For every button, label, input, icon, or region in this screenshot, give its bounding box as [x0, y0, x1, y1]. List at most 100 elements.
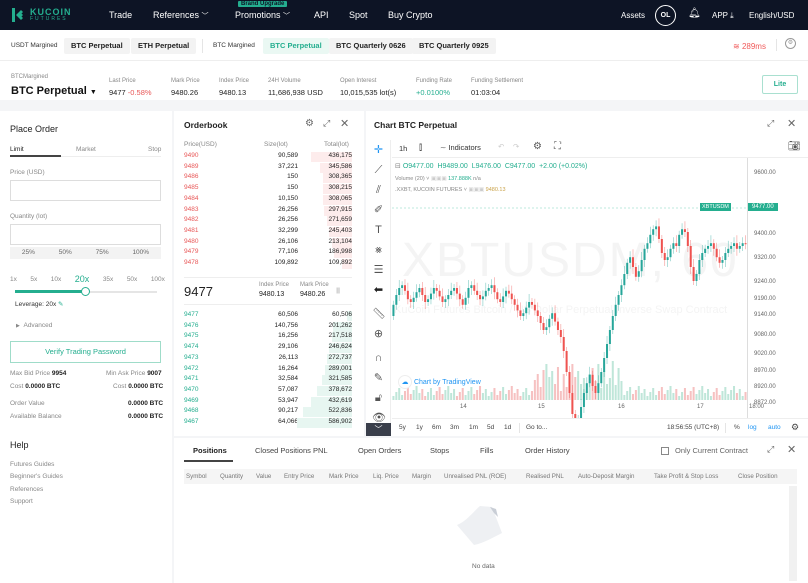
bid-row[interactable]: 9476 140,756 201,262 — [184, 321, 352, 333]
candle-type-icon[interactable]: ⫾ — [419, 142, 423, 153]
leverage-35x[interactable]: 35x — [102, 275, 114, 283]
ask-row[interactable]: 9481 32,299 245,403 — [184, 226, 352, 238]
nav-buy-crypto[interactable]: Buy Crypto — [388, 10, 433, 20]
only-current-contract-checkbox[interactable] — [661, 447, 669, 455]
expand-icon[interactable]: ⤢ — [767, 444, 775, 454]
bid-row[interactable]: 9475 16,256 217,518 — [184, 332, 352, 343]
tab-stops[interactable]: Stops — [430, 446, 450, 455]
leverage-10x[interactable]: 10x — [50, 275, 62, 283]
magnet-icon[interactable]: ∩ — [374, 352, 383, 364]
ask-row[interactable]: 9478 109,892 109,892 — [184, 259, 352, 270]
axis-settings-icon[interactable]: ⚙ — [791, 422, 800, 432]
redo-icon[interactable]: ↷ — [513, 142, 520, 151]
edit-icon[interactable]: ✎ — [58, 301, 64, 308]
verify-trading-password-button[interactable]: Verify Trading Password — [10, 341, 161, 363]
range-5y[interactable]: 5y — [399, 424, 406, 431]
only-current-contract-label[interactable]: Only Current Contract — [675, 446, 748, 455]
tab-stop[interactable]: Stop — [148, 146, 162, 153]
help-link-references[interactable]: References — [10, 486, 44, 493]
leverage-20x[interactable]: 20x — [74, 274, 90, 284]
fib-icon[interactable]: ⫽ — [376, 184, 381, 196]
leverage-5x[interactable]: 5x — [30, 275, 38, 283]
expand-icon[interactable]: ⤢ — [767, 118, 775, 128]
camera-icon[interactable]: 📷︎ — [788, 141, 801, 152]
tab-btc-perpetual[interactable]: BTC Perpetual — [263, 38, 329, 54]
bid-row[interactable]: 9468 90,217 522,836 — [184, 407, 352, 418]
price-axis[interactable]: 9600.009500.009400.009320.009240.009190.… — [747, 158, 808, 418]
text-icon[interactable]: T — [375, 224, 382, 236]
unlock-icon[interactable]: 🔓︎ — [374, 392, 383, 404]
nav-assets[interactable]: Assets — [621, 11, 646, 20]
ask-row[interactable]: 9484 10,150 308,065 — [184, 194, 352, 206]
ruler-icon[interactable]: 📏︎ — [372, 308, 386, 320]
help-link-beginners-guides[interactable]: Beginner's Guides — [10, 473, 63, 480]
nav-references[interactable]: References ﹀ — [153, 10, 209, 21]
volume-legend-label[interactable]: Volume (20) — [395, 176, 425, 182]
price-input[interactable] — [10, 180, 161, 201]
range-5d[interactable]: 5d — [487, 424, 495, 431]
pattern-icon[interactable]: ⨳ — [375, 244, 382, 256]
help-link-support[interactable]: Support — [10, 498, 33, 505]
close-icon[interactable]: ✕ — [787, 444, 797, 456]
nav-app[interactable]: APP ⤓ — [712, 11, 734, 21]
chart-settings-icon[interactable]: ⚙ — [533, 141, 542, 152]
ask-row[interactable]: 9486 150 308,365 — [184, 173, 352, 184]
ask-row[interactable]: 9482 26,256 271,659 — [184, 216, 352, 227]
tab-open-orders[interactable]: Open Orders — [358, 446, 402, 455]
nav-api[interactable]: API — [314, 10, 329, 20]
log-scale-toggle[interactable]: log — [748, 424, 757, 431]
close-icon[interactable]: ✕ — [787, 118, 797, 130]
auto-scale-toggle[interactable]: auto — [768, 424, 781, 431]
undo-icon[interactable]: ↶ — [498, 142, 505, 151]
indicators-button[interactable]: ∼ Indicators — [440, 143, 481, 152]
table-scrollbar[interactable] — [789, 486, 797, 581]
ask-row[interactable]: 9490 90,589 436,175 — [184, 152, 352, 163]
brush-icon[interactable]: ✐ — [373, 204, 384, 216]
bell-icon[interactable]: 🔔︎ — [688, 8, 701, 19]
range-1d[interactable]: 1d — [504, 424, 512, 431]
leverage-slider-handle[interactable] — [81, 287, 90, 296]
pct-25-button[interactable]: 25% — [21, 249, 35, 256]
index-legend-label[interactable]: .XXBT, KUCOIN FUTURES — [395, 187, 463, 193]
settings-icon[interactable]: ⚙ — [785, 38, 796, 49]
pct-50-button[interactable]: 50% — [58, 249, 72, 256]
tab-btc-quarterly-0925[interactable]: BTC Quarterly 0925 — [412, 38, 496, 54]
range-6m[interactable]: 6m — [432, 424, 442, 431]
eye-icon[interactable]: 👁︎ — [372, 412, 386, 424]
ask-row[interactable]: 9483 26,256 297,915 — [184, 205, 352, 217]
range-1y[interactable]: 1y — [416, 424, 423, 431]
chart-clock[interactable]: 18:56:55 (UTC+8) — [667, 424, 720, 431]
nav-trade[interactable]: Trade — [109, 10, 133, 20]
language-currency-selector[interactable]: English/USD — [749, 11, 795, 20]
avatar[interactable]: OL — [655, 5, 676, 26]
back-arrow-icon[interactable]: ⬅ — [373, 284, 384, 296]
percent-scale-toggle[interactable]: % — [734, 424, 740, 431]
ask-row[interactable]: 9485 150 308,215 — [184, 184, 352, 195]
goto-date-button[interactable]: Go to... — [526, 424, 548, 431]
nav-spot[interactable]: Spot — [349, 10, 368, 20]
bid-row[interactable]: 9471 32,584 321,585 — [184, 375, 352, 386]
tab-closed-positions-pnl[interactable]: Closed Positions PNL — [255, 446, 328, 455]
depth-toggle-icon[interactable]: |||||| — [336, 288, 340, 294]
tab-order-history[interactable]: Order History — [525, 446, 570, 455]
fullscreen-icon[interactable]: ⛶ — [554, 141, 561, 152]
tab-limit[interactable]: Limit — [10, 146, 24, 153]
bid-row[interactable]: 9467 64,066 586,902 — [184, 418, 352, 429]
settings-icon[interactable]: ⚙ — [305, 118, 314, 129]
bid-row[interactable]: 9474 29,106 246,624 — [184, 343, 352, 354]
bid-row[interactable]: 9473 26,113 272,737 — [184, 353, 352, 365]
bid-row[interactable]: 9477 60,506 60,506 — [184, 311, 352, 322]
range-3m[interactable]: 3m — [450, 424, 460, 431]
range-1m[interactable]: 1m — [469, 424, 479, 431]
contract-selector[interactable]: BTC Perpetual ▼ — [11, 85, 97, 97]
advanced-toggle[interactable]: ▶ Advanced — [16, 322, 52, 329]
leverage-1x[interactable]: 1x — [10, 275, 17, 283]
bid-row[interactable]: 9472 16,264 289,001 — [184, 364, 352, 376]
crosshair-icon[interactable]: ✛ — [373, 144, 384, 156]
quantity-input[interactable] — [10, 224, 161, 245]
zoom-in-icon[interactable]: ⊕ — [373, 328, 384, 340]
ask-row[interactable]: 9489 37,221 345,586 — [184, 162, 352, 174]
kucoin-logo[interactable]: KUCOIN FUTURES — [10, 7, 100, 23]
tab-usdt-btc-perpetual[interactable]: BTC Perpetual — [64, 38, 130, 54]
lock-drawing-icon[interactable]: ✎ — [373, 372, 384, 384]
